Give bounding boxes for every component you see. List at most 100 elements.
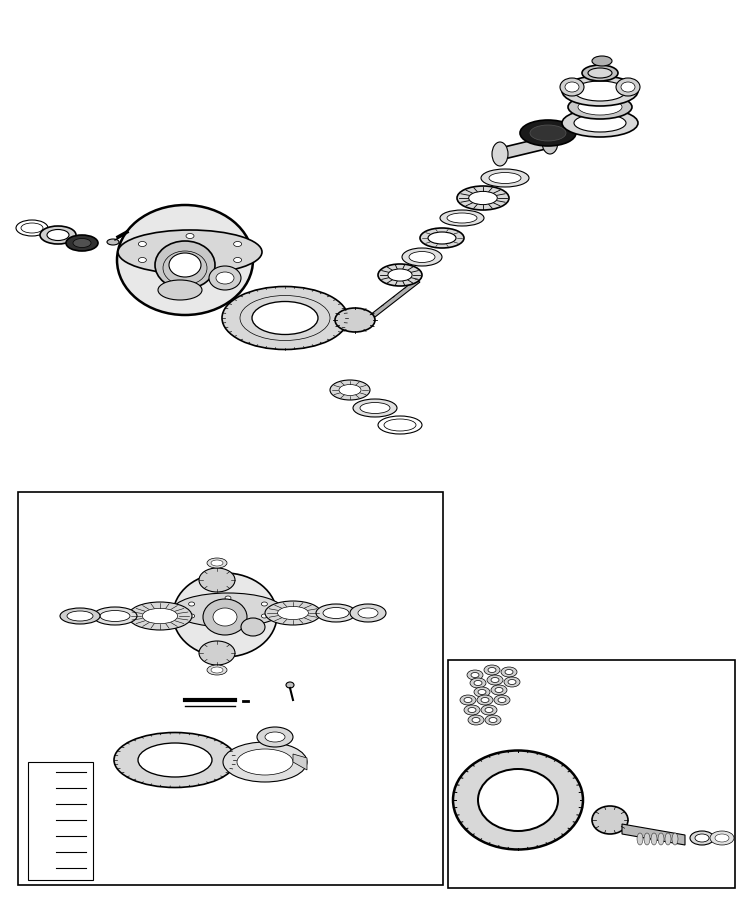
- Ellipse shape: [384, 419, 416, 431]
- Ellipse shape: [265, 732, 285, 742]
- Ellipse shape: [460, 695, 476, 705]
- Ellipse shape: [225, 620, 231, 624]
- Ellipse shape: [420, 228, 464, 248]
- Ellipse shape: [207, 665, 227, 675]
- Ellipse shape: [107, 239, 119, 245]
- Ellipse shape: [491, 685, 507, 695]
- Ellipse shape: [488, 668, 496, 672]
- Ellipse shape: [138, 743, 212, 777]
- Ellipse shape: [323, 608, 349, 618]
- Ellipse shape: [47, 230, 69, 240]
- Ellipse shape: [189, 614, 195, 618]
- Ellipse shape: [209, 266, 241, 290]
- Ellipse shape: [330, 380, 370, 400]
- Ellipse shape: [530, 125, 566, 141]
- Ellipse shape: [470, 678, 486, 688]
- Ellipse shape: [216, 272, 234, 284]
- Ellipse shape: [710, 831, 734, 845]
- Ellipse shape: [233, 257, 242, 263]
- Ellipse shape: [211, 560, 223, 566]
- Ellipse shape: [616, 78, 640, 96]
- Ellipse shape: [207, 558, 227, 568]
- Ellipse shape: [38, 802, 48, 806]
- Ellipse shape: [139, 241, 147, 247]
- Ellipse shape: [60, 608, 100, 624]
- Ellipse shape: [457, 186, 509, 210]
- Ellipse shape: [265, 601, 321, 625]
- Ellipse shape: [468, 707, 476, 713]
- Ellipse shape: [38, 786, 48, 790]
- Ellipse shape: [489, 717, 497, 723]
- Ellipse shape: [504, 677, 520, 687]
- Ellipse shape: [237, 749, 293, 775]
- Ellipse shape: [501, 667, 517, 677]
- Ellipse shape: [353, 399, 397, 417]
- Ellipse shape: [428, 232, 456, 244]
- Ellipse shape: [262, 602, 268, 606]
- Ellipse shape: [489, 173, 521, 184]
- Ellipse shape: [114, 733, 236, 788]
- Ellipse shape: [93, 607, 137, 625]
- Bar: [28, 762, 93, 880]
- Ellipse shape: [578, 99, 622, 115]
- Ellipse shape: [33, 783, 53, 793]
- Ellipse shape: [40, 226, 76, 244]
- Ellipse shape: [582, 65, 618, 81]
- Ellipse shape: [360, 402, 390, 413]
- Ellipse shape: [158, 280, 202, 300]
- Ellipse shape: [339, 384, 361, 395]
- Ellipse shape: [38, 817, 48, 823]
- Ellipse shape: [252, 302, 318, 335]
- Ellipse shape: [118, 230, 262, 274]
- Ellipse shape: [481, 169, 529, 187]
- Ellipse shape: [67, 611, 93, 621]
- Ellipse shape: [469, 192, 497, 204]
- Ellipse shape: [213, 608, 237, 626]
- Ellipse shape: [481, 698, 489, 703]
- Ellipse shape: [278, 607, 308, 619]
- Ellipse shape: [494, 695, 510, 705]
- Ellipse shape: [568, 95, 632, 119]
- Ellipse shape: [241, 618, 265, 636]
- Ellipse shape: [464, 698, 472, 703]
- Ellipse shape: [139, 257, 147, 263]
- Ellipse shape: [474, 680, 482, 686]
- Ellipse shape: [21, 223, 43, 233]
- Ellipse shape: [478, 769, 558, 831]
- Ellipse shape: [440, 210, 484, 226]
- Ellipse shape: [644, 833, 650, 845]
- Ellipse shape: [100, 610, 130, 622]
- Ellipse shape: [38, 850, 48, 854]
- Ellipse shape: [38, 833, 48, 839]
- Ellipse shape: [592, 806, 628, 834]
- Ellipse shape: [468, 715, 484, 725]
- Ellipse shape: [485, 715, 501, 725]
- Ellipse shape: [464, 705, 480, 715]
- Ellipse shape: [409, 251, 435, 263]
- Bar: [18, 492, 443, 885]
- Ellipse shape: [505, 670, 513, 674]
- Ellipse shape: [715, 834, 729, 842]
- Ellipse shape: [658, 833, 664, 845]
- Ellipse shape: [33, 863, 53, 873]
- Ellipse shape: [562, 76, 638, 106]
- Ellipse shape: [358, 608, 378, 618]
- Ellipse shape: [73, 238, 91, 248]
- Ellipse shape: [199, 641, 235, 665]
- Ellipse shape: [672, 833, 678, 845]
- Ellipse shape: [487, 675, 503, 685]
- Ellipse shape: [189, 602, 195, 606]
- Ellipse shape: [690, 831, 714, 845]
- Bar: [448, 660, 735, 888]
- Polygon shape: [622, 824, 685, 845]
- Ellipse shape: [211, 667, 223, 673]
- Ellipse shape: [128, 602, 192, 630]
- Ellipse shape: [142, 608, 178, 624]
- Ellipse shape: [481, 705, 497, 715]
- Ellipse shape: [562, 109, 638, 137]
- Ellipse shape: [173, 593, 283, 627]
- Ellipse shape: [474, 687, 490, 697]
- Ellipse shape: [186, 233, 194, 238]
- Ellipse shape: [498, 698, 506, 703]
- Ellipse shape: [16, 220, 48, 236]
